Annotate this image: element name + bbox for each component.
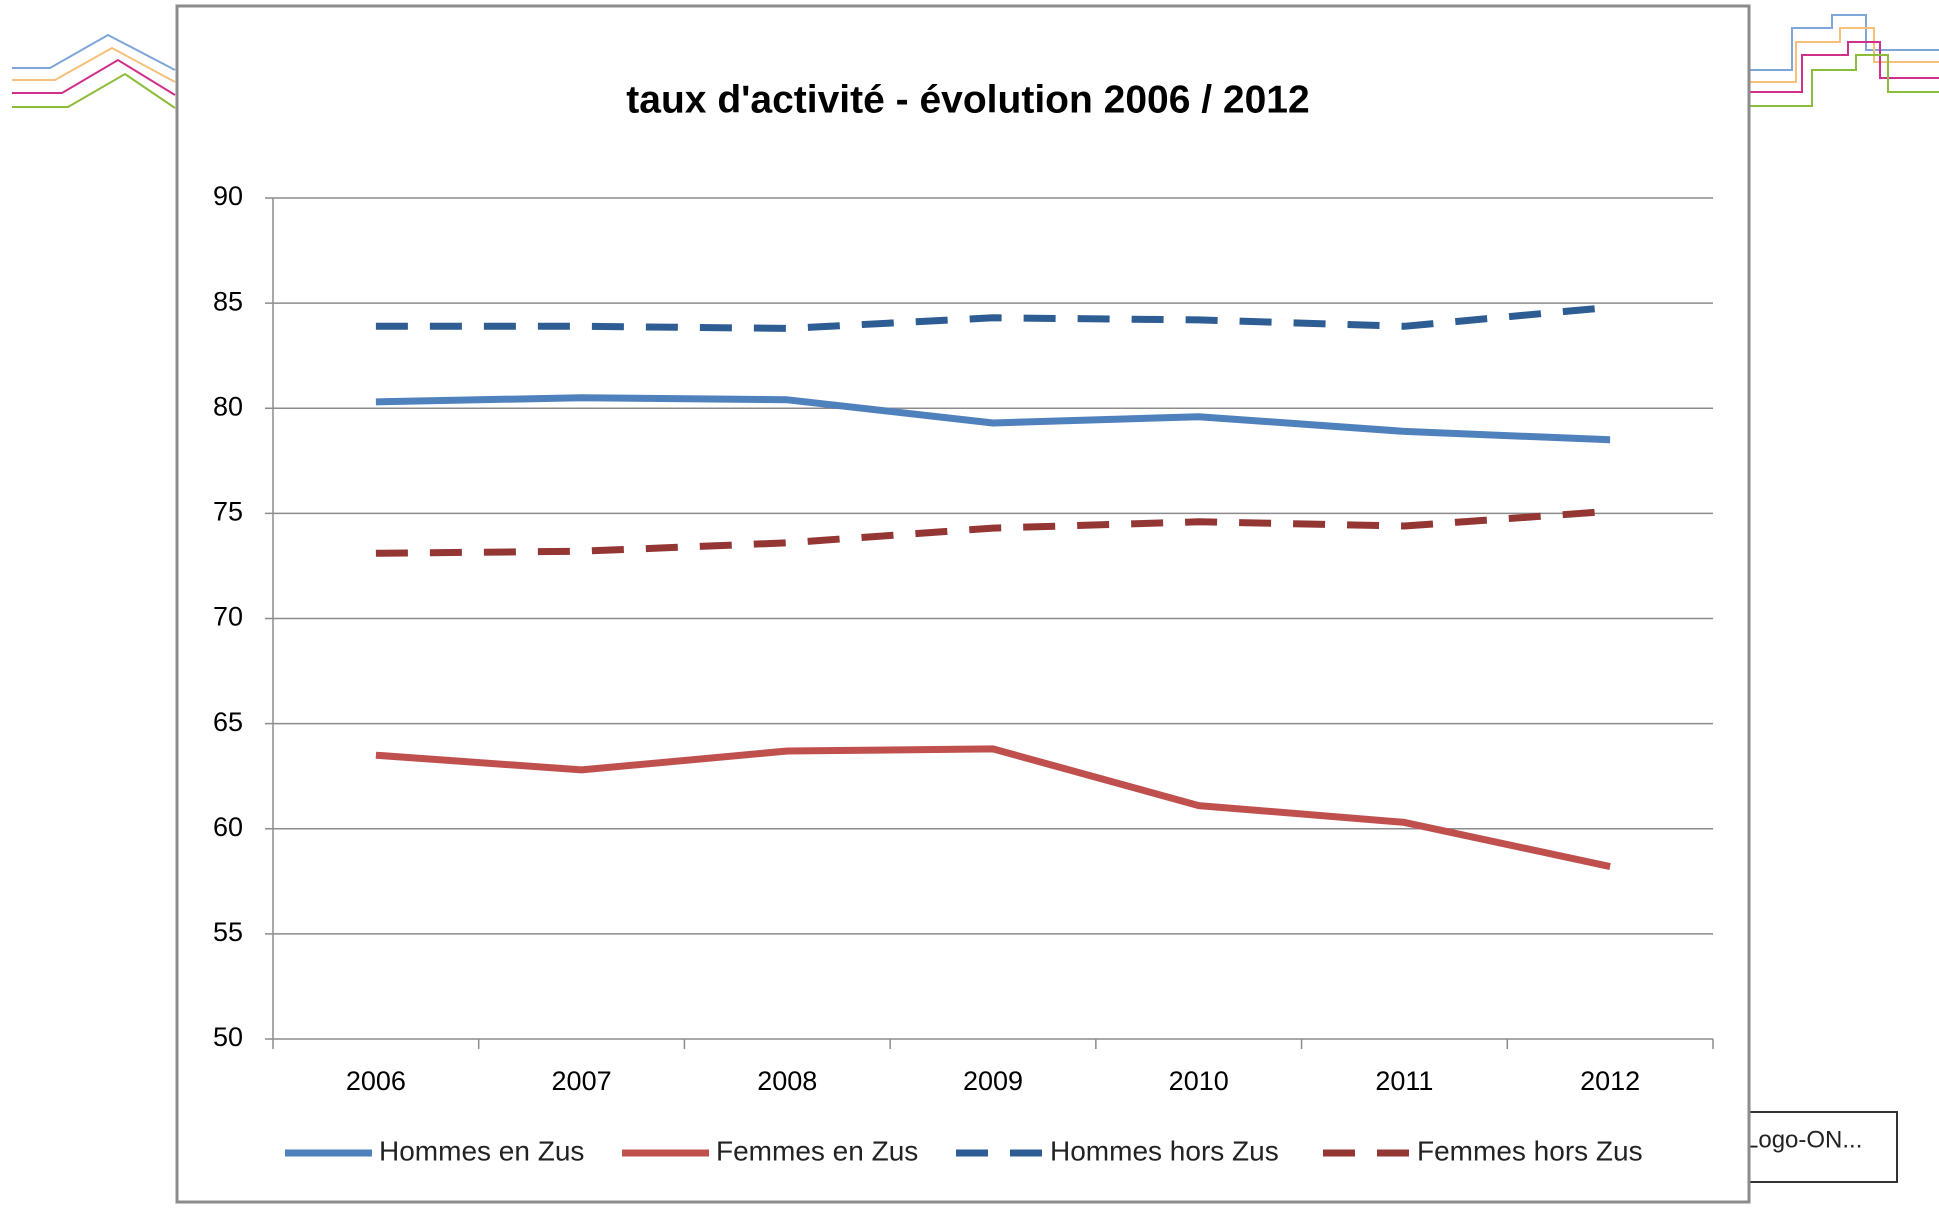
y-tick-label: 55 [213, 917, 243, 947]
series-line [375, 394, 1611, 444]
series-line [375, 507, 1611, 557]
x-tick-label: 2008 [757, 1066, 817, 1096]
y-tick-label: 50 [213, 1022, 243, 1052]
chart-title: taux d'activité - évolution 2006 / 2012 [626, 78, 1309, 121]
y-tick-label: 80 [213, 391, 243, 421]
x-tick-label: 2012 [1580, 1066, 1640, 1096]
chart-frame [175, 4, 1751, 1204]
legend: Hommes en Zus Femmes en Zus Hommes hors Zu… [285, 1135, 1643, 1166]
x-tick-label: 2009 [963, 1066, 1023, 1096]
plot [375, 303, 1611, 871]
x-tick-label: 2010 [1169, 1066, 1229, 1096]
logo-label: Logo-ON... [1745, 1126, 1862, 1153]
x-tick-label: 2011 [1375, 1066, 1433, 1096]
legend-label: Hommes hors Zus [1050, 1135, 1279, 1166]
y-tick-label: 85 [213, 286, 243, 316]
x-tick-label: 2006 [346, 1066, 406, 1096]
series-line [375, 745, 1611, 871]
decoration [12, 14, 1939, 109]
legend-label: Femmes hors Zus [1417, 1135, 1643, 1166]
y-tick-label: 75 [213, 497, 243, 527]
y-tick-label: 65 [213, 707, 243, 737]
y-tick-label: 70 [213, 602, 243, 632]
series-line [375, 303, 1611, 332]
legend-label: Femmes en Zus [716, 1135, 918, 1166]
y-tick-label: 60 [213, 812, 243, 842]
y-tick-label: 90 [213, 181, 243, 211]
legend-label: Hommes en Zus [379, 1135, 584, 1166]
x-tick-label: 2007 [552, 1066, 612, 1096]
grid: 50 55 60 65 70 75 80 85 90 2006 2007 2008 2009 2010 20… [213, 181, 1714, 1096]
